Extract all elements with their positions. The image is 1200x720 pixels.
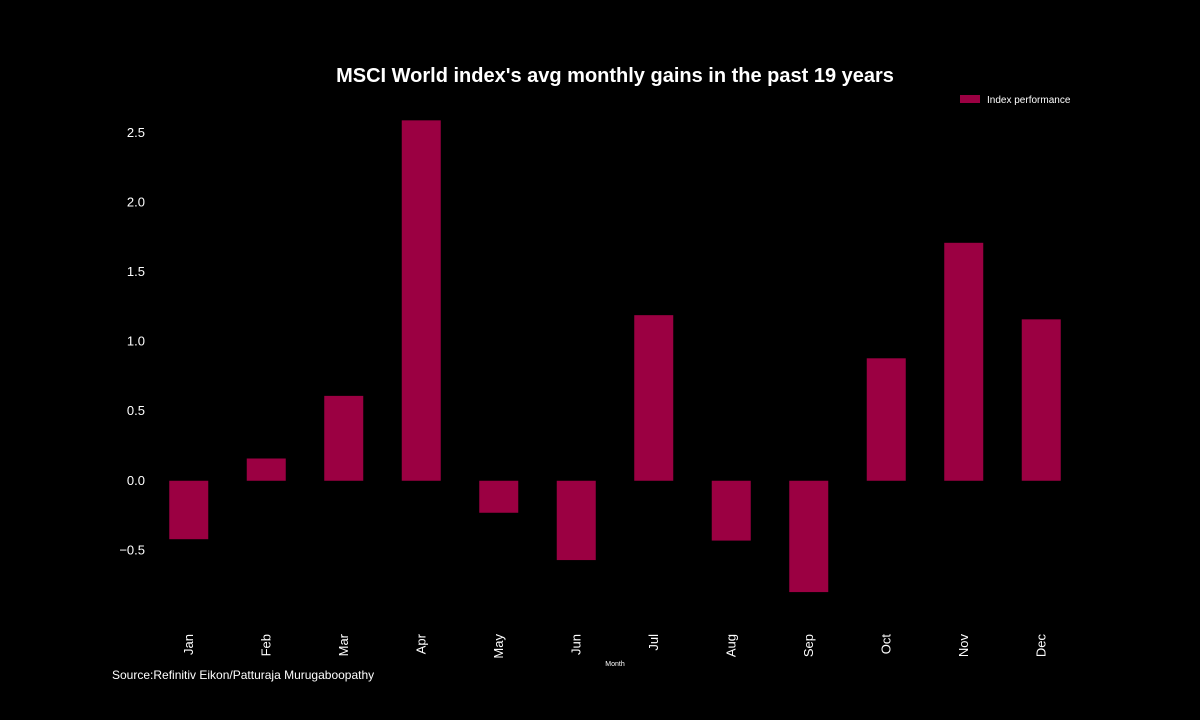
chart-title: MSCI World index's avg monthly gains in …: [336, 65, 894, 87]
y-tick-label: 0.5: [127, 403, 145, 418]
x-tick-label-oct: Oct: [878, 634, 893, 655]
bar-dec: [1021, 319, 1061, 481]
x-tick-label-apr: Apr: [413, 633, 428, 654]
bar-apr: [401, 120, 441, 481]
y-tick-label: 2.5: [127, 125, 145, 140]
bar-sep: [789, 480, 829, 593]
x-tick-label-feb: Feb: [258, 634, 273, 656]
bar-nov: [944, 242, 984, 481]
x-axis: Jan Feb Mar Apr May Jun Jul Aug Sep Oct Nov Dec: [181, 633, 1049, 658]
bar-mar: [324, 395, 364, 481]
source-note: Source:Refinitiv Eikon/Patturaja Murugab…: [112, 668, 375, 682]
x-tick-label-jun: Jun: [568, 634, 583, 655]
x-tick-label-sep: Sep: [801, 634, 816, 657]
x-tick-label-aug: Aug: [723, 634, 738, 657]
bar-aug: [711, 480, 751, 541]
bar-jan: [169, 480, 209, 540]
x-tick-label-dec: Dec: [1033, 634, 1048, 658]
x-axis-label: Month: [605, 661, 625, 668]
legend-swatch: [960, 95, 980, 103]
y-tick-label: 2.0: [127, 194, 145, 209]
bar-jun: [556, 480, 596, 561]
bar-oct: [866, 358, 906, 481]
x-tick-label-may: May: [491, 634, 506, 659]
bar-jul: [634, 315, 674, 481]
bar-may: [479, 480, 519, 513]
x-tick-label-nov: Nov: [956, 634, 971, 658]
legend: Index performance: [960, 95, 1071, 106]
y-tick-label: 1.5: [127, 264, 145, 279]
bars: [169, 120, 1061, 593]
y-tick-label: 1.0: [127, 334, 145, 349]
x-tick-label-jul: Jul: [646, 634, 661, 651]
x-tick-label-jan: Jan: [181, 634, 196, 655]
y-axis: −0.5 0.0 0.5 1.0 1.5 2.0 2.5: [119, 125, 145, 557]
x-tick-label-mar: Mar: [336, 633, 351, 656]
y-tick-label: 0.0: [127, 473, 145, 488]
legend-label-index-performance: Index performance: [987, 95, 1071, 106]
bar-feb: [246, 458, 286, 481]
y-tick-label: −0.5: [119, 542, 145, 557]
